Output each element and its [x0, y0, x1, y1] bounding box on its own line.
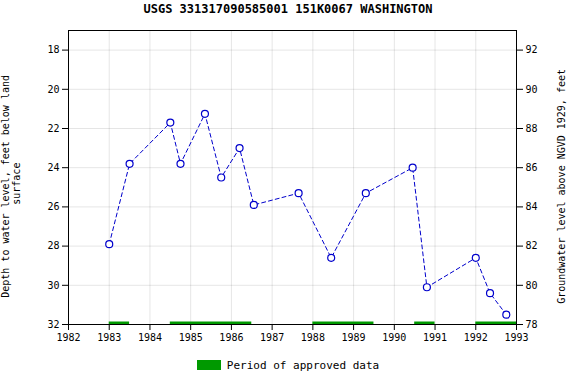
- svg-text:1983: 1983: [97, 332, 121, 343]
- svg-text:88: 88: [526, 123, 538, 134]
- html-text:USGS 331317090585001 151K0067: USGS 331317090585001 151K0067 WASHINGTON: [143, 2, 433, 16]
- html-text:Period of approved data: Period of approved data: [226, 358, 380, 372]
- svg-text:1982: 1982: [56, 332, 80, 343]
- svg-text:24: 24: [47, 162, 59, 173]
- svg-text:1992: 1992: [464, 332, 488, 343]
- svg-text:86: 86: [526, 162, 538, 173]
- svg-text:92: 92: [526, 44, 538, 55]
- svg-text:28: 28: [47, 240, 59, 251]
- svg-text:1989: 1989: [342, 332, 366, 343]
- svg-text:1986: 1986: [219, 332, 243, 343]
- svg-text:22: 22: [47, 123, 59, 134]
- svg-text:26: 26: [47, 201, 59, 212]
- svg-text:1993: 1993: [504, 332, 528, 343]
- html-text:Depth to water level, feet bel: Depth to water level, feet below land su…: [0, 74, 22, 298]
- svg-text:80: 80: [526, 280, 538, 291]
- svg-text:1987: 1987: [260, 332, 284, 343]
- svg-text:1984: 1984: [138, 332, 162, 343]
- svg-text:1985: 1985: [179, 332, 203, 343]
- svg-text:1988: 1988: [301, 332, 325, 343]
- svg-text:18: 18: [47, 44, 59, 55]
- svg-text:78: 78: [526, 319, 538, 330]
- svg-text:1991: 1991: [423, 332, 447, 343]
- svg-text:90: 90: [526, 84, 538, 95]
- svg-text:84: 84: [526, 201, 538, 212]
- svg-text:30: 30: [47, 280, 59, 291]
- svg-text:82: 82: [526, 240, 538, 251]
- svg-text:20: 20: [47, 84, 59, 95]
- svg-text:32: 32: [47, 319, 59, 330]
- svg-text:1990: 1990: [382, 332, 406, 343]
- html-text:Groundwater level above NGVD 1: Groundwater level above NGVD 1929, feet: [556, 68, 567, 304]
